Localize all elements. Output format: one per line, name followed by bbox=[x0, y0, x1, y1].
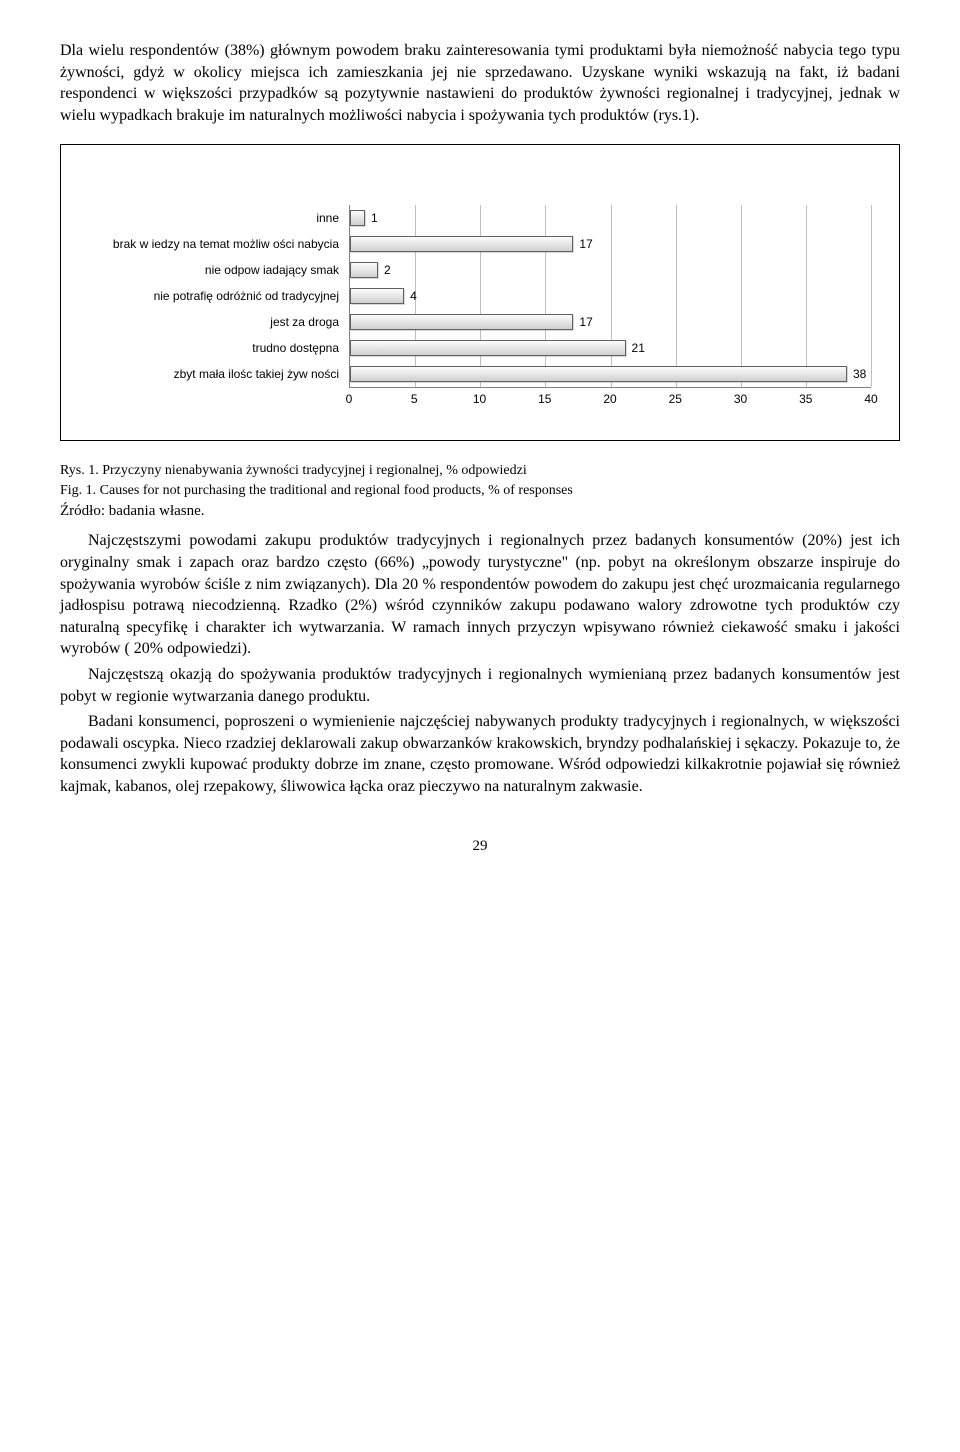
chart-bar-value: 38 bbox=[853, 367, 866, 381]
chart-bar-row: 4 bbox=[350, 283, 871, 309]
chart-x-tick: 35 bbox=[799, 392, 812, 406]
chart-category-label: brak w iedzy na temat możliw ości nabyci… bbox=[89, 231, 349, 257]
chart-category-label: inne bbox=[89, 205, 349, 231]
chart-y-labels: innebrak w iedzy na temat możliw ości na… bbox=[89, 205, 349, 388]
chart-bars: 1 17 2 4 17 21 38 bbox=[350, 205, 871, 387]
chart-container: innebrak w iedzy na temat możliw ości na… bbox=[60, 144, 900, 441]
chart-bar-value: 17 bbox=[579, 237, 592, 251]
chart-x-tick: 0 bbox=[346, 392, 353, 406]
figure-caption-en: Fig. 1. Causes for not purchasing the tr… bbox=[60, 483, 900, 499]
paragraph-3: Najczęstszą okazją do spożywania produkt… bbox=[60, 664, 900, 707]
chart-category-label: nie potrafię odróżnić od tradycyjnej bbox=[89, 283, 349, 309]
chart-category-label: nie odpow iadający smak bbox=[89, 257, 349, 283]
chart-x-tick: 15 bbox=[538, 392, 551, 406]
chart-bar-row: 17 bbox=[350, 231, 871, 257]
chart-bar bbox=[350, 210, 365, 226]
chart-category-label: trudno dostępna bbox=[89, 335, 349, 361]
chart-bar-row: 17 bbox=[350, 309, 871, 335]
chart-bar-row: 21 bbox=[350, 335, 871, 361]
chart-x-tick: 20 bbox=[603, 392, 616, 406]
chart-x-axis: 0510152025303540 bbox=[349, 388, 871, 408]
chart-bar bbox=[350, 262, 378, 278]
chart-bar-value: 17 bbox=[579, 315, 592, 329]
chart-bar-row: 38 bbox=[350, 361, 871, 387]
chart-x-tick: 5 bbox=[411, 392, 418, 406]
chart-bar-value: 4 bbox=[410, 289, 417, 303]
chart-bar-value: 2 bbox=[384, 263, 391, 277]
chart-category-label: jest za droga bbox=[89, 309, 349, 335]
chart-bar bbox=[350, 366, 847, 382]
paragraph-2: Najczęstszymi powodami zakupu produktów … bbox=[60, 530, 900, 660]
chart-bar-row: 2 bbox=[350, 257, 871, 283]
page-number: 29 bbox=[60, 838, 900, 855]
chart-bar bbox=[350, 236, 573, 252]
figure-caption-pl: Rys. 1. Przyczyny nienabywania żywności … bbox=[60, 463, 900, 479]
paragraph-1: Dla wielu respondentów (38%) głównym pow… bbox=[60, 40, 900, 126]
chart-x-tick: 40 bbox=[864, 392, 877, 406]
chart-bar-row: 1 bbox=[350, 205, 871, 231]
chart-bar bbox=[350, 288, 404, 304]
figure-source: Źródło: badania własne. bbox=[60, 503, 900, 520]
chart-bar bbox=[350, 314, 573, 330]
chart-gridline bbox=[871, 205, 872, 387]
chart-category-label: zbyt mała ilośc takiej żyw ności bbox=[89, 361, 349, 387]
chart-x-tick: 30 bbox=[734, 392, 747, 406]
chart-x-tick: 25 bbox=[669, 392, 682, 406]
chart-bar-value: 1 bbox=[371, 211, 378, 225]
chart-plot-area: 1 17 2 4 17 21 38 bbox=[349, 205, 871, 388]
chart-bar bbox=[350, 340, 626, 356]
paragraph-4: Badani konsumenci, poproszeni o wymienie… bbox=[60, 711, 900, 797]
chart-bar-value: 21 bbox=[632, 341, 645, 355]
chart-x-tick: 10 bbox=[473, 392, 486, 406]
